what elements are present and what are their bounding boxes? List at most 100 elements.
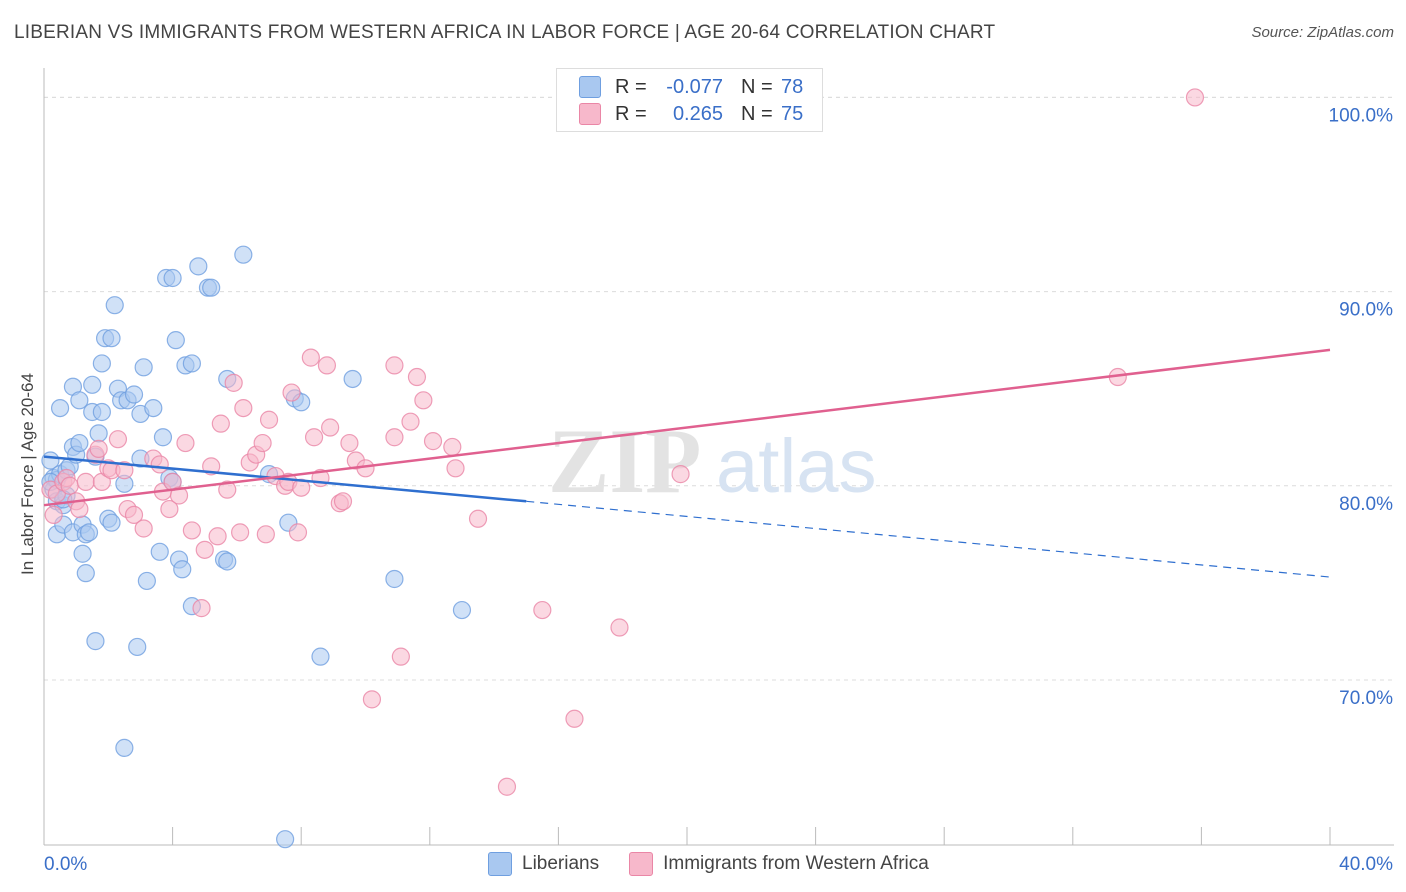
stats-n-value: 78 <box>781 75 804 98</box>
stats-swatch-immigrants <box>579 103 601 125</box>
tick-labels: 70.0% 80.0% 90.0% 100.0% 0.0% 40.0% <box>44 105 1393 875</box>
stats-box: R = -0.077 N = 78 R = 0.265 N = 75 <box>556 68 823 132</box>
data-point <box>128 637 147 657</box>
data-point <box>134 358 153 377</box>
data-point <box>391 647 410 666</box>
data-point <box>414 391 433 410</box>
data-point <box>83 375 102 394</box>
data-point <box>497 777 517 796</box>
data-point <box>70 433 89 453</box>
source-label: Source: ZipAtlas.com <box>1251 24 1394 41</box>
data-point <box>401 412 420 431</box>
data-point <box>565 709 584 728</box>
series-liberians <box>41 245 472 849</box>
data-point <box>195 540 214 559</box>
data-point <box>407 367 427 387</box>
data-point <box>234 245 253 264</box>
data-point <box>144 399 163 418</box>
data-point <box>124 385 144 404</box>
watermark-atlas: atlas <box>716 424 877 509</box>
stats-r-value: 0.265 <box>672 102 723 125</box>
data-point <box>108 430 128 449</box>
data-point <box>134 519 153 538</box>
data-point <box>202 278 221 297</box>
data-point <box>276 830 295 849</box>
chart-title: LIBERIAN VS IMMIGRANTS FROM WESTERN AFRI… <box>14 22 996 43</box>
data-point <box>468 509 488 528</box>
legend-label-immigrants: Immigrants from Western Africa <box>663 853 929 874</box>
stats-n-label: N = <box>741 102 773 125</box>
data-point <box>218 552 237 571</box>
gridlines <box>44 96 1394 681</box>
data-point <box>115 738 134 758</box>
data-point <box>192 599 211 618</box>
data-point <box>671 465 690 484</box>
data-point <box>44 505 63 524</box>
data-point <box>224 373 243 392</box>
trend-line <box>43 455 527 503</box>
data-point <box>176 433 195 453</box>
data-point <box>70 499 89 519</box>
data-point <box>443 437 462 457</box>
data-point <box>182 521 201 540</box>
data-point <box>340 433 359 453</box>
legend-label-liberians: Liberians <box>522 853 600 874</box>
data-point <box>137 571 156 591</box>
data-point <box>533 600 552 620</box>
data-point <box>105 296 124 315</box>
stats-n-label: N = <box>741 75 773 98</box>
data-point <box>211 414 230 433</box>
legend-swatch-immigrants <box>629 852 654 876</box>
data-point <box>70 391 89 410</box>
data-point <box>160 499 179 519</box>
data-point <box>60 476 79 495</box>
data-point <box>115 461 134 480</box>
data-point <box>385 569 404 589</box>
data-point <box>282 383 301 402</box>
data-point <box>1185 88 1205 107</box>
y-tick-label: 70.0% <box>1339 688 1393 709</box>
data-point <box>102 513 121 532</box>
legend-item-liberians[interactable]: Liberians <box>488 852 599 876</box>
data-point <box>150 455 169 474</box>
data-point <box>76 472 95 491</box>
data-point <box>73 544 92 563</box>
y-tick-label: 80.0% <box>1339 494 1393 515</box>
watermark-zip: ZIP <box>548 410 701 512</box>
data-point <box>102 329 121 348</box>
legend: Liberians Immigrants from Western Africa <box>488 852 959 876</box>
y-tick-label: 90.0% <box>1339 300 1393 321</box>
data-point <box>169 486 189 505</box>
legend-item-immigrants[interactable]: Immigrants from Western Africa <box>629 852 929 876</box>
data-point <box>385 428 404 447</box>
data-point <box>321 418 340 437</box>
stats-row-immigrants: R = 0.265 N = 75 <box>579 101 803 127</box>
data-point <box>288 523 308 542</box>
data-point <box>76 564 95 583</box>
data-point <box>304 428 324 447</box>
data-point <box>153 428 173 447</box>
data-point <box>343 369 362 389</box>
data-point <box>150 542 169 561</box>
data-point <box>124 505 144 524</box>
data-point <box>218 480 237 499</box>
x-tick-label: 0.0% <box>44 854 87 875</box>
data-point <box>79 523 99 542</box>
x-tick-label: 40.0% <box>1339 854 1393 875</box>
data-point <box>311 647 330 666</box>
data-point <box>231 523 250 542</box>
data-point <box>259 410 279 429</box>
data-point <box>86 632 105 651</box>
data-point <box>423 432 443 451</box>
data-point <box>333 492 353 511</box>
data-point <box>89 424 108 443</box>
data-point <box>89 439 108 458</box>
data-point <box>610 618 629 637</box>
watermark: ZIP atlas <box>548 410 877 512</box>
data-point <box>92 402 111 422</box>
stats-swatch-liberians <box>579 76 601 98</box>
stats-r-label: R = <box>615 102 647 125</box>
data-point <box>189 257 208 276</box>
data-point <box>50 399 70 418</box>
